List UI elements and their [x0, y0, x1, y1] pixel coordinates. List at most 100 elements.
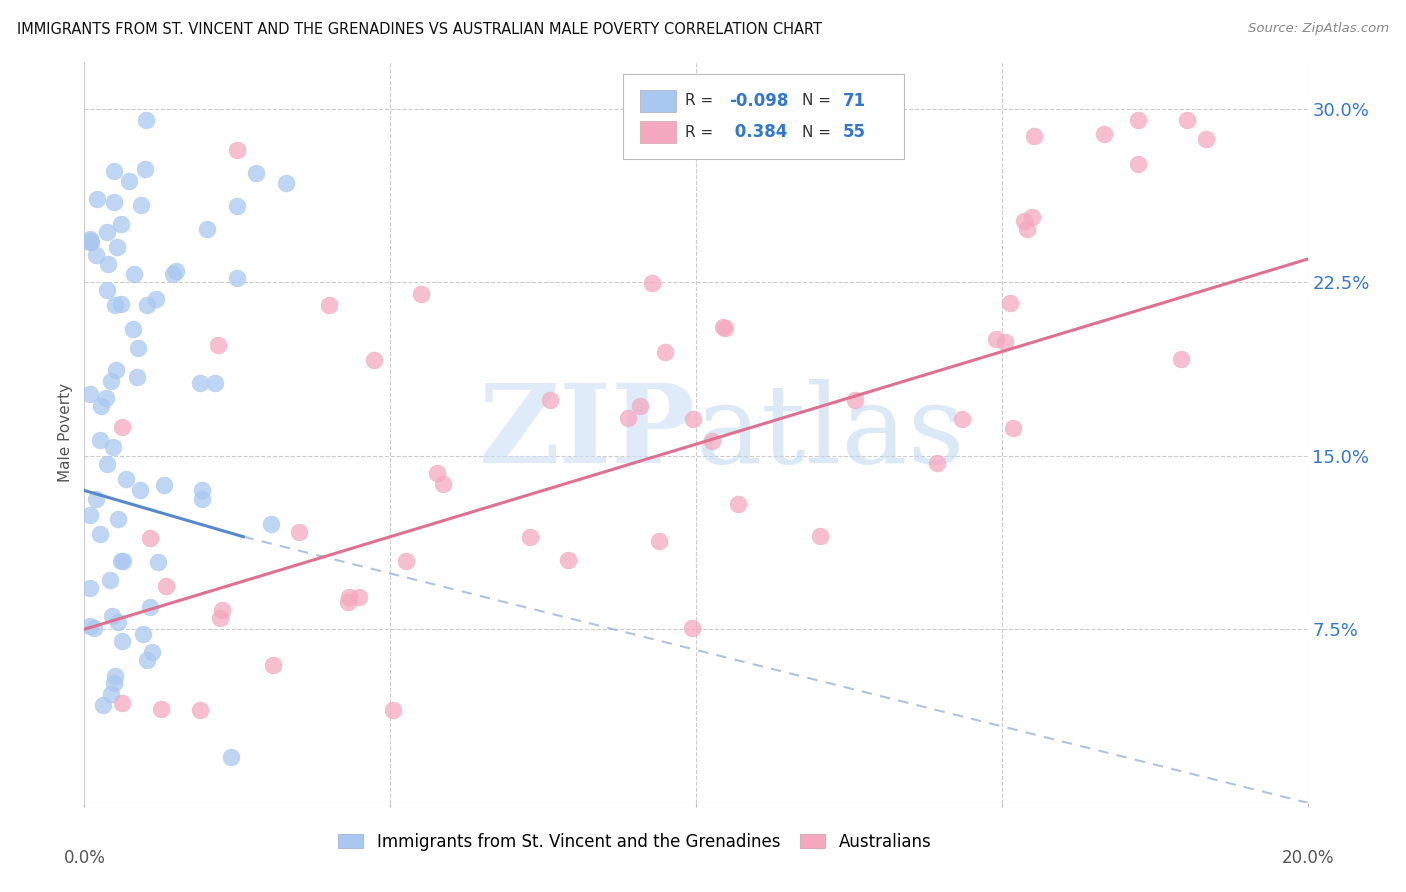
Point	[337, 590, 360, 604]
Point	[226, 144, 249, 158]
Point	[105, 363, 128, 377]
Point	[96, 457, 118, 471]
Text: -0.098: -0.098	[728, 92, 789, 110]
Text: R =: R =	[685, 125, 718, 139]
Point	[1002, 420, 1025, 434]
Point	[245, 166, 267, 180]
Point	[103, 164, 125, 178]
Point	[188, 376, 211, 391]
Point	[208, 611, 231, 625]
Point	[225, 271, 247, 285]
Point	[204, 376, 226, 390]
Point	[190, 703, 212, 717]
Point	[100, 573, 122, 587]
Point	[700, 434, 723, 448]
Text: 0.384: 0.384	[728, 123, 787, 141]
Point	[993, 335, 1015, 350]
Point	[129, 483, 152, 498]
Point	[226, 199, 249, 213]
Point	[134, 161, 156, 176]
Point	[84, 491, 107, 506]
Point	[395, 554, 418, 568]
Text: 71: 71	[842, 92, 866, 110]
Point	[1175, 113, 1198, 128]
Point	[711, 320, 734, 334]
Point	[1126, 157, 1149, 171]
Point	[104, 669, 127, 683]
Point	[79, 619, 101, 633]
Point	[122, 321, 145, 335]
Point	[382, 703, 405, 717]
Point	[347, 590, 370, 604]
Point	[641, 276, 664, 290]
Point	[122, 267, 145, 281]
Point	[100, 609, 122, 624]
Point	[79, 232, 101, 246]
Point	[145, 293, 167, 307]
Point	[89, 526, 111, 541]
Point	[195, 222, 218, 236]
Point	[112, 554, 135, 568]
Point	[925, 456, 948, 470]
Point	[714, 321, 737, 335]
FancyBboxPatch shape	[640, 90, 676, 112]
Point	[79, 234, 101, 248]
Point	[107, 512, 129, 526]
Point	[135, 653, 157, 667]
Point	[125, 370, 148, 384]
Text: IMMIGRANTS FROM ST. VINCENT AND THE GRENADINES VS AUSTRALIAN MALE POVERTY CORREL: IMMIGRANTS FROM ST. VINCENT AND THE GREN…	[17, 22, 823, 37]
Text: Source: ZipAtlas.com: Source: ZipAtlas.com	[1249, 22, 1389, 36]
Point	[191, 491, 214, 506]
Point	[79, 508, 101, 522]
Point	[219, 749, 242, 764]
Point	[263, 657, 285, 672]
Point	[97, 257, 120, 271]
Text: 20.0%: 20.0%	[1281, 849, 1334, 867]
Point	[814, 128, 837, 143]
Point	[100, 375, 122, 389]
Point	[91, 698, 114, 712]
Point	[111, 420, 134, 434]
Point	[162, 267, 184, 281]
Point	[139, 599, 162, 614]
Text: atlas: atlas	[696, 379, 966, 486]
Text: R =: R =	[685, 94, 718, 109]
Point	[628, 400, 651, 414]
Y-axis label: Male Poverty: Male Poverty	[58, 383, 73, 483]
Point	[155, 579, 177, 593]
Point	[136, 298, 159, 312]
Point	[149, 702, 172, 716]
Point	[131, 627, 153, 641]
Point	[190, 483, 212, 497]
FancyBboxPatch shape	[623, 73, 904, 159]
Point	[207, 338, 229, 352]
Point	[1022, 128, 1045, 143]
Point	[426, 466, 449, 480]
Point	[1000, 296, 1022, 310]
Point	[363, 353, 385, 368]
Point	[141, 645, 163, 659]
Point	[83, 621, 105, 635]
Point	[101, 440, 124, 454]
FancyBboxPatch shape	[640, 121, 676, 143]
Text: 0.0%: 0.0%	[63, 849, 105, 867]
Point	[260, 516, 283, 531]
Point	[111, 696, 134, 710]
Point	[617, 411, 640, 425]
Point	[1170, 351, 1192, 366]
Point	[153, 477, 176, 491]
Point	[79, 235, 101, 249]
Point	[288, 524, 311, 539]
Point	[409, 286, 432, 301]
Point	[104, 298, 127, 312]
Point	[110, 554, 132, 568]
Point	[950, 412, 973, 426]
Point	[103, 676, 125, 690]
Point	[86, 193, 108, 207]
Point	[105, 240, 128, 254]
Point	[107, 615, 129, 630]
Point	[648, 534, 671, 549]
Point	[148, 555, 170, 569]
Point	[79, 581, 101, 595]
Point	[318, 298, 340, 312]
